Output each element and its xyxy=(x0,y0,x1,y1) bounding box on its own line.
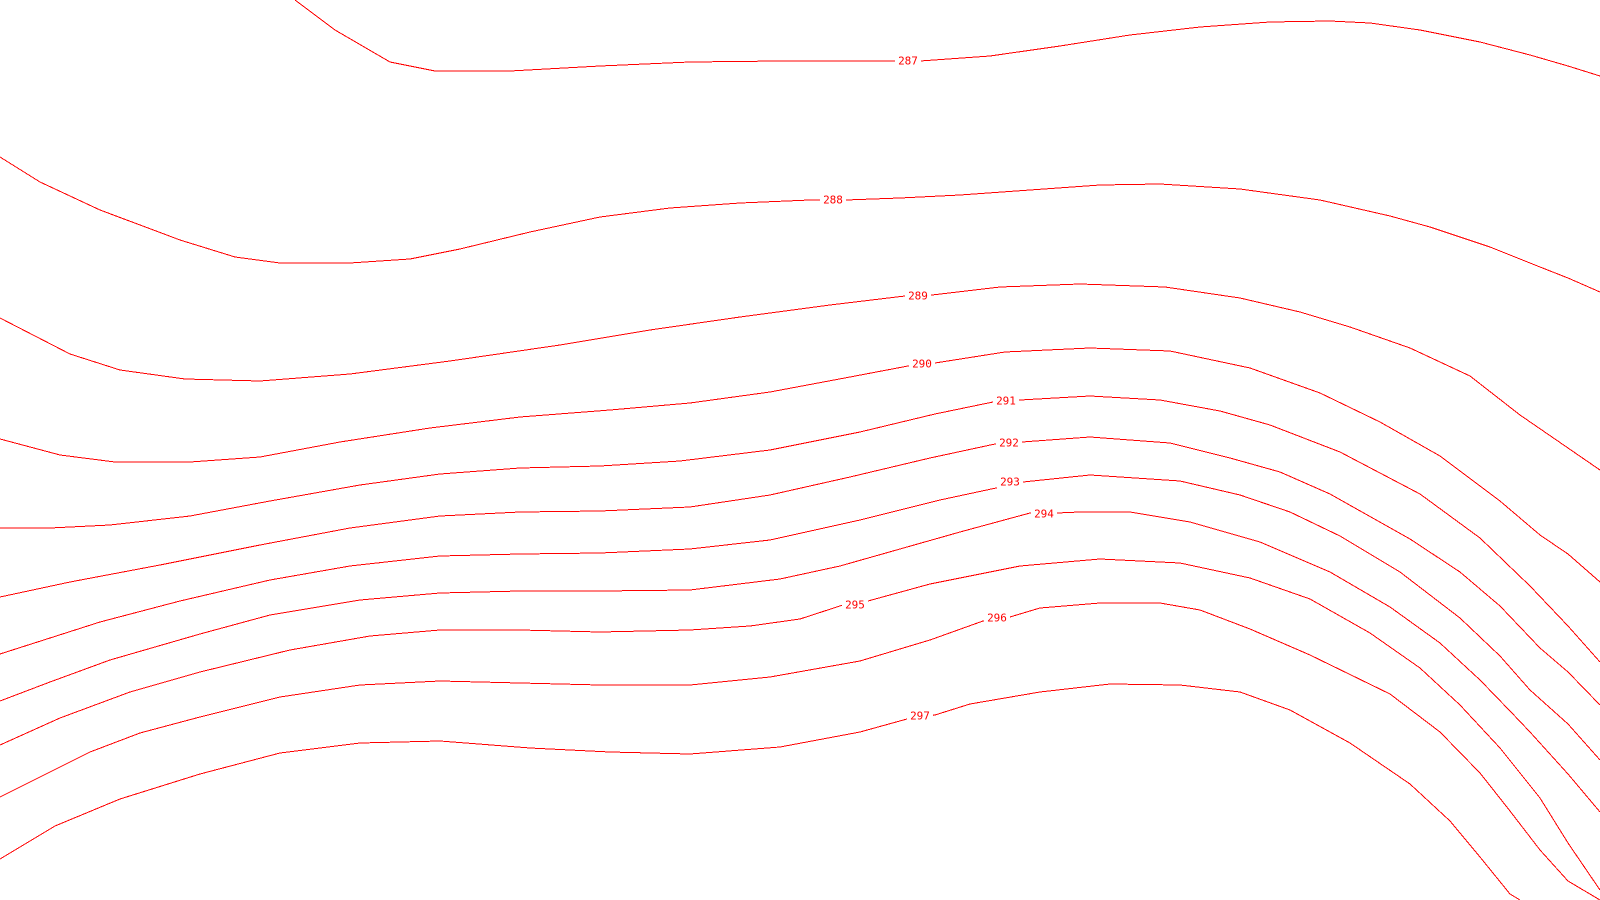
contour-294: 294 xyxy=(0,507,1600,813)
contour-label-291: 291 xyxy=(996,395,1016,408)
contour-287: 287 xyxy=(294,0,1600,77)
contour-288: 288 xyxy=(0,156,1600,293)
contour-293: 293 xyxy=(0,474,1600,761)
contour-label-288: 288 xyxy=(823,194,843,207)
contour-label-289: 289 xyxy=(908,290,928,303)
contour-label-gap xyxy=(1031,507,1057,521)
contour-label-gap xyxy=(997,475,1023,489)
contour-label-gap xyxy=(820,193,846,207)
contour-label-287: 287 xyxy=(898,55,918,68)
contour-line-294 xyxy=(0,511,1600,813)
contour-label-294: 294 xyxy=(1034,508,1054,521)
contour-label-gap xyxy=(984,611,1010,625)
contour-label-gap xyxy=(842,598,868,612)
contour-label-295: 295 xyxy=(845,599,865,612)
contour-297: 297 xyxy=(0,683,1521,900)
contour-291: 291 xyxy=(0,394,1600,663)
contour-label-290: 290 xyxy=(912,358,932,371)
contour-line-287 xyxy=(294,0,1600,77)
contour-label-296: 296 xyxy=(987,612,1007,625)
contour-label-292: 292 xyxy=(999,437,1019,450)
contour-292: 292 xyxy=(0,436,1600,706)
contour-label-gap xyxy=(993,394,1019,408)
contour-290: 290 xyxy=(0,347,1600,583)
contour-label-gap xyxy=(907,709,933,723)
contour-label-gap xyxy=(895,54,921,68)
contour-line-293 xyxy=(0,474,1600,761)
contour-296: 296 xyxy=(0,602,1600,900)
contour-line-292 xyxy=(0,436,1600,706)
contour-line-290 xyxy=(0,347,1600,583)
contour-label-293: 293 xyxy=(1000,476,1020,489)
contour-295: 295 xyxy=(0,558,1600,891)
contour-label-gap xyxy=(905,289,931,303)
contour-289: 289 xyxy=(0,283,1600,471)
contour-label-gap xyxy=(996,436,1022,450)
contour-line-291 xyxy=(0,395,1600,663)
contour-label-gap xyxy=(909,357,935,371)
contour-label-297: 297 xyxy=(910,710,930,723)
